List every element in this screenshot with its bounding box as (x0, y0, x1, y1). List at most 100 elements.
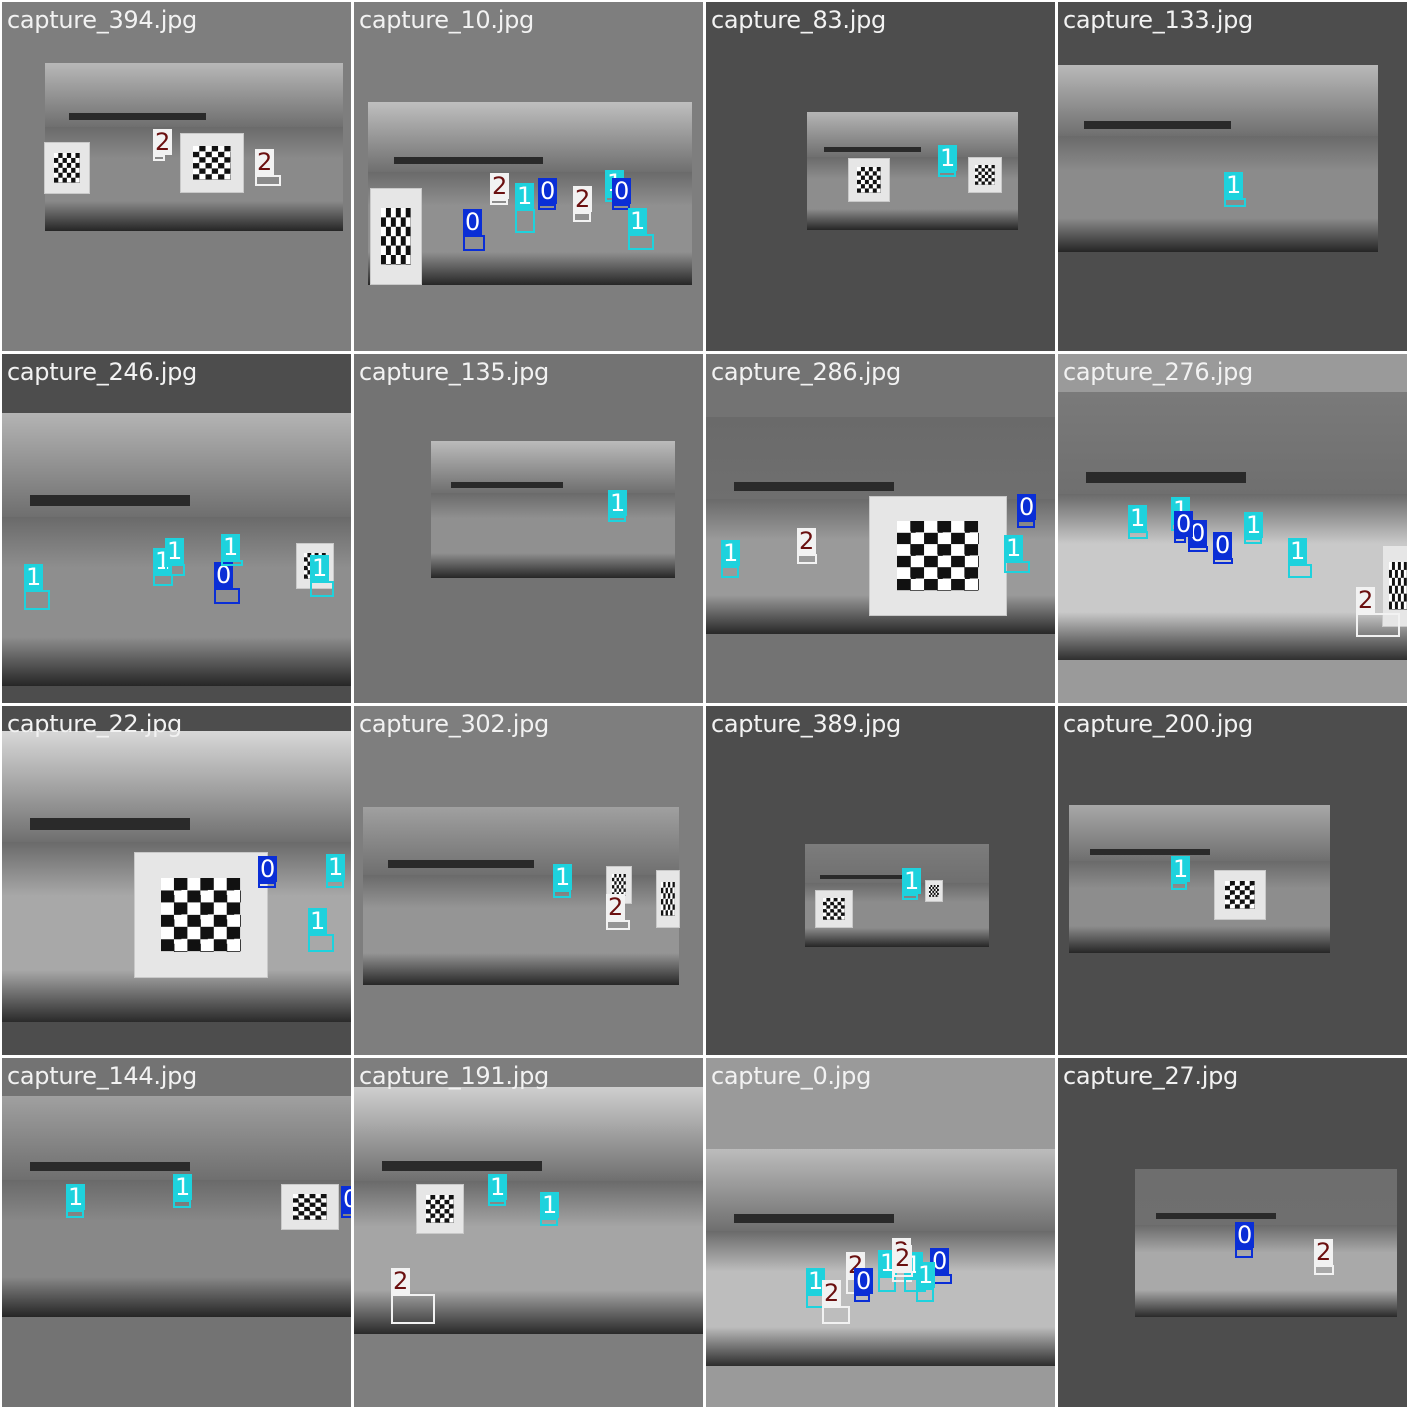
detection-class-label: 1 (221, 533, 241, 561)
table-silhouette (381, 1161, 543, 1171)
table-silhouette (29, 818, 191, 830)
table-silhouette (29, 494, 191, 506)
detection-class-label: 1 (515, 182, 535, 210)
detection-box (553, 890, 571, 898)
detection-box (1171, 882, 1187, 890)
mosaic-tile[interactable]: 21021001capture_10.jpg (354, 2, 703, 351)
mosaic-tile[interactable]: 1 capture_389.jpg (706, 706, 1055, 1055)
mosaic-tile[interactable]: 1 capture_83.jpg (706, 2, 1055, 351)
detection-class-label: 0 (341, 1186, 351, 1212)
detection-class-label: 1 (1128, 504, 1148, 532)
detection-class-label: 0 (258, 855, 278, 883)
detection-class-label: 0 (1213, 531, 1233, 559)
detection-class-label: 1 (916, 1261, 936, 1289)
detection-box (573, 212, 591, 222)
table-silhouette (819, 874, 905, 879)
detection-class-label: 2 (606, 893, 626, 921)
aruco-marker-cube (656, 870, 680, 928)
mosaic-tile[interactable]: 1 2 0 1 capture_286.jpg (706, 354, 1055, 703)
tile-filename: capture_27.jpg (1063, 1062, 1238, 1090)
mosaic-tile[interactable]: 0 2 capture_27.jpg (1058, 1058, 1407, 1407)
aruco-marker-cube (848, 158, 890, 202)
camera-frame-image (805, 844, 989, 947)
detection-class-label: 0 (854, 1267, 874, 1295)
foreground-shadow (368, 252, 692, 285)
detection-class-label: 1 (608, 489, 628, 517)
detection-box (214, 588, 240, 604)
foreground-shadow (45, 200, 343, 231)
detection-box (1224, 198, 1246, 207)
detection-box (463, 235, 485, 251)
detection-box (1004, 561, 1030, 573)
detection-class-label: 1 (24, 563, 44, 591)
detection-class-label: 1 (1171, 855, 1191, 883)
mosaic-tile[interactable]: 1 capture_135.jpg (354, 354, 703, 703)
camera-frame-image (1058, 392, 1407, 660)
detection-class-label: 2 (1314, 1238, 1334, 1266)
camera-frame-image (1135, 1169, 1397, 1317)
detection-box (308, 934, 334, 952)
table-silhouette (733, 482, 895, 491)
camera-frame-image (2, 1096, 351, 1317)
aruco-marker-cube (180, 133, 244, 193)
detection-box (326, 880, 344, 888)
detection-class-label: 2 (490, 172, 510, 200)
detection-box (606, 920, 630, 930)
camera-frame-image (1069, 805, 1330, 953)
detection-class-label: 1 (806, 1267, 826, 1295)
table-silhouette (68, 113, 206, 121)
tile-filename: capture_389.jpg (711, 710, 901, 738)
aruco-marker-cube (281, 1184, 339, 1230)
aruco-marker-cube (606, 866, 632, 904)
mosaic-tile[interactable]: 1 capture_133.jpg (1058, 2, 1407, 351)
detection-box (1174, 537, 1186, 543)
mosaic-tile[interactable]: 1 1 0 0 0 1 1 2 capture_276.jpg (1058, 354, 1407, 703)
detection-box (1213, 558, 1233, 564)
detection-class-label: 1 (902, 867, 922, 895)
detection-class-label: 0 (463, 208, 483, 236)
foreground-shadow (1069, 926, 1330, 953)
foreground-shadow (2, 969, 351, 1022)
mosaic-tile[interactable]: 1 1 2 capture_191.jpg (354, 1058, 703, 1407)
mosaic-tile[interactable]: 1 1 0 capture_144.jpg (2, 1058, 351, 1407)
detection-class-label: 1 (308, 907, 328, 935)
tile-filename: capture_302.jpg (359, 710, 549, 738)
detection-box (1314, 1265, 1334, 1275)
detection-box (608, 516, 626, 522)
table-silhouette (1085, 472, 1247, 484)
mosaic-tile[interactable]: 0 1 1 capture_22.jpg (2, 706, 351, 1055)
foreground-shadow (431, 553, 675, 578)
detection-box (854, 1294, 870, 1302)
detection-box (341, 1212, 351, 1218)
mosaic-tile[interactable]: 1 2 capture_302.jpg (354, 706, 703, 1055)
aruco-marker-cube (968, 157, 1002, 193)
detection-class-label: 0 (1017, 493, 1037, 521)
tile-filename: capture_135.jpg (359, 358, 549, 386)
foreground-shadow (354, 1289, 703, 1334)
detection-class-label: 2 (255, 148, 275, 176)
detection-class-label: 0 (612, 177, 632, 205)
tile-filename: capture_200.jpg (1063, 710, 1253, 738)
detection-class-label: 2 (1356, 586, 1376, 614)
mosaic-tile[interactable]: 2 2 capture_394.jpg (2, 2, 351, 351)
mosaic-tile[interactable]: 1221021102capture_0.jpg (706, 1058, 1055, 1407)
detection-box (1244, 538, 1262, 544)
tile-filename: capture_10.jpg (359, 6, 534, 34)
detection-box (258, 882, 276, 888)
detection-box (721, 566, 739, 578)
detection-class-label: 0 (214, 561, 234, 589)
detection-box (255, 175, 281, 186)
detection-box (902, 894, 918, 900)
aruco-marker-cube (869, 496, 1007, 616)
detection-box (221, 560, 243, 566)
mosaic-tile[interactable]: 1 1 1 0 1 1 capture_246.jpg (2, 354, 351, 703)
mosaic-tile[interactable]: 1 capture_200.jpg (1058, 706, 1407, 1055)
detection-class-label: 0 (1235, 1221, 1255, 1249)
detection-box (24, 590, 50, 610)
detection-class-label: 1 (1004, 534, 1024, 562)
foreground-shadow (2, 636, 351, 686)
tile-filename: capture_246.jpg (7, 358, 197, 386)
detection-box (797, 554, 817, 564)
detection-box (540, 1218, 558, 1226)
tile-filename: capture_83.jpg (711, 6, 886, 34)
